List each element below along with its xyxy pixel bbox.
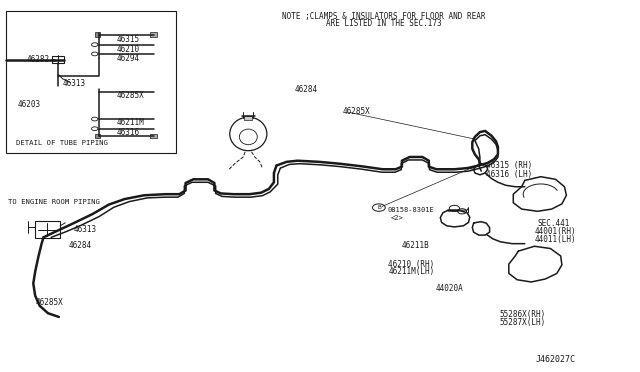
Text: J462027C: J462027C bbox=[536, 355, 576, 364]
Text: 46211M: 46211M bbox=[116, 118, 144, 127]
Text: 46285X: 46285X bbox=[342, 107, 370, 116]
Text: ARE LISTED IN THE SEC.173: ARE LISTED IN THE SEC.173 bbox=[326, 19, 442, 28]
Text: B: B bbox=[377, 205, 381, 210]
Text: 46203: 46203 bbox=[18, 100, 41, 109]
Text: 44011(LH): 44011(LH) bbox=[535, 235, 577, 244]
Text: 44001(RH): 44001(RH) bbox=[535, 227, 577, 236]
Bar bbox=[52, 56, 64, 63]
Text: 46315: 46315 bbox=[116, 35, 140, 44]
Bar bbox=[95, 32, 100, 37]
Text: NOTE ;CLAMPS & INSULATORS FOR FLOOR AND REAR: NOTE ;CLAMPS & INSULATORS FOR FLOOR AND … bbox=[282, 12, 486, 21]
Text: 46211M(LH): 46211M(LH) bbox=[388, 267, 435, 276]
Text: DETAIL OF TUBE PIPING: DETAIL OF TUBE PIPING bbox=[16, 140, 108, 146]
Bar bbox=[150, 134, 157, 138]
Text: 55286X(RH): 55286X(RH) bbox=[499, 310, 545, 319]
Text: 46315 (RH): 46315 (RH) bbox=[486, 161, 532, 170]
Text: <2>: <2> bbox=[390, 215, 403, 221]
Text: 46313: 46313 bbox=[74, 225, 97, 234]
Text: 46282: 46282 bbox=[27, 55, 50, 64]
Bar bbox=[35, 221, 60, 238]
Text: 46210 (RH): 46210 (RH) bbox=[388, 260, 435, 269]
Text: 46210: 46210 bbox=[116, 45, 140, 54]
Bar bbox=[6, 11, 176, 153]
Text: 46316 (LH): 46316 (LH) bbox=[486, 170, 532, 179]
Text: 46284: 46284 bbox=[294, 85, 317, 94]
Text: TO ENGINE ROOM PIPING: TO ENGINE ROOM PIPING bbox=[8, 199, 100, 205]
Text: 44020A: 44020A bbox=[435, 284, 463, 293]
Bar bbox=[150, 32, 157, 37]
Text: 46285X: 46285X bbox=[116, 92, 144, 100]
Text: 46211B: 46211B bbox=[402, 241, 429, 250]
Text: 46284: 46284 bbox=[69, 241, 92, 250]
Text: 08158-8301E: 08158-8301E bbox=[387, 207, 434, 213]
Bar bbox=[95, 134, 100, 138]
Text: 46313: 46313 bbox=[63, 79, 86, 88]
Text: 46294: 46294 bbox=[116, 54, 140, 63]
Text: 46285X: 46285X bbox=[35, 298, 63, 307]
Text: SEC.441: SEC.441 bbox=[538, 219, 570, 228]
Bar bbox=[244, 116, 252, 120]
Text: 55287X(LH): 55287X(LH) bbox=[499, 318, 545, 327]
Text: 46316: 46316 bbox=[116, 128, 140, 137]
